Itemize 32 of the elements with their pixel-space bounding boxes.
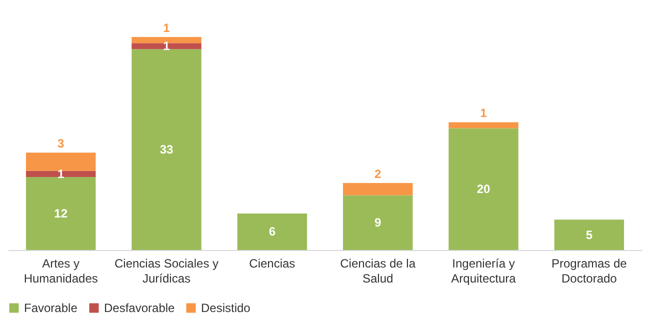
bar — [448, 128, 518, 250]
bar — [342, 195, 413, 250]
data-label: 1 — [163, 21, 170, 35]
bar — [448, 122, 518, 128]
bar — [132, 49, 202, 250]
data-label: 2 — [374, 167, 382, 182]
x-tick-label: Ciencias — [249, 256, 296, 270]
data-label: 1 — [480, 106, 488, 120]
x-tick-label: Ingeniería y Arquitectura — [451, 256, 516, 286]
x-tick-label: Ciencias de la Salud — [340, 256, 416, 286]
data-label: 1 — [163, 39, 170, 54]
data-label: 12 — [54, 206, 68, 220]
bar — [132, 37, 202, 44]
bar — [237, 213, 308, 250]
bar — [26, 170, 96, 177]
legend-label: Favorable — [24, 301, 78, 315]
data-label: 5 — [586, 228, 593, 242]
x-tick-label: Programas de Doctorado — [551, 256, 628, 286]
x-tick-label: Artes y Humanidades — [24, 256, 98, 286]
bar — [26, 176, 96, 250]
data-label: 3 — [57, 136, 64, 151]
x-tick-label: Ciencias Sociales y Jurídicas — [114, 256, 219, 286]
data-label: 6 — [268, 224, 276, 239]
bar — [554, 220, 624, 250]
data-label: 33 — [160, 142, 174, 157]
bar — [342, 183, 413, 196]
legend-label: Desfavorable — [104, 301, 176, 315]
data-label: 20 — [476, 182, 490, 196]
bar — [26, 152, 96, 171]
legend-label: Desistido — [201, 301, 251, 315]
bar — [132, 43, 202, 50]
data-label: 9 — [374, 216, 382, 230]
